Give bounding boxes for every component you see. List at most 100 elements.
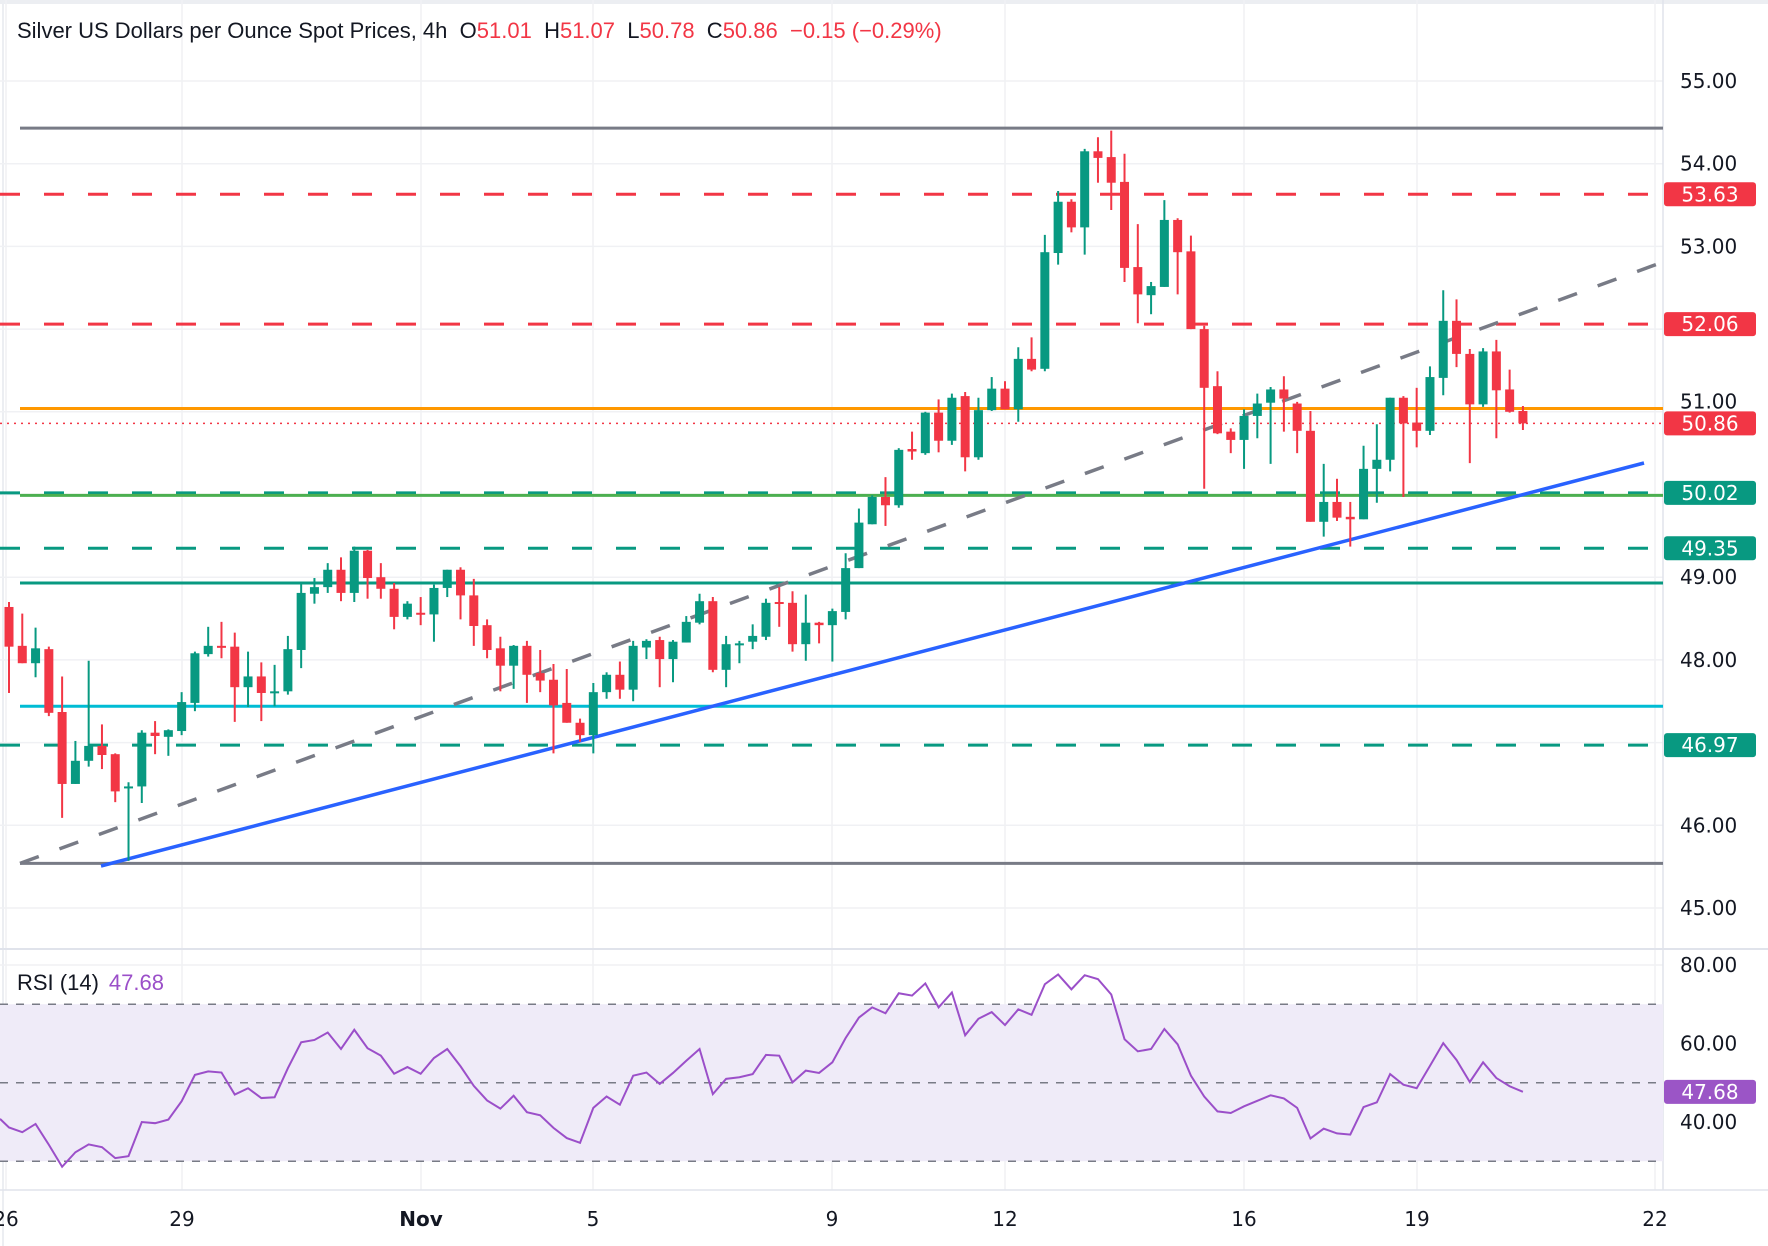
price-badge: 50.86 bbox=[1664, 411, 1756, 436]
candle-body bbox=[1226, 431, 1236, 440]
candle-body bbox=[216, 645, 226, 648]
candle bbox=[1505, 369, 1515, 413]
candle-body bbox=[70, 760, 80, 784]
candle bbox=[1478, 348, 1488, 407]
candle bbox=[1186, 235, 1196, 330]
price-axis-label: 54.00 bbox=[1680, 152, 1737, 176]
candle bbox=[1465, 348, 1475, 464]
time-axis-label: 16 bbox=[1231, 1207, 1256, 1231]
candle-body bbox=[535, 673, 545, 681]
open-label: O bbox=[459, 18, 477, 43]
candle bbox=[1491, 339, 1501, 439]
candles bbox=[4, 130, 1528, 861]
candle-body bbox=[575, 722, 585, 736]
candle-body bbox=[973, 410, 983, 458]
candle-body bbox=[894, 449, 904, 506]
candle bbox=[1279, 376, 1289, 432]
candle bbox=[920, 411, 930, 455]
chart-header: Silver US Dollars per Ounce Spot Prices,… bbox=[17, 18, 942, 44]
candle-body bbox=[708, 601, 718, 670]
candle bbox=[761, 598, 771, 641]
candle-body bbox=[1292, 403, 1302, 431]
candle-body bbox=[469, 595, 479, 626]
symbol-title[interactable]: Silver US Dollars per Ounce Spot Prices,… bbox=[17, 18, 448, 43]
candle-body bbox=[283, 649, 293, 692]
candle bbox=[535, 649, 545, 693]
candle-body bbox=[336, 569, 346, 593]
candle bbox=[615, 661, 625, 699]
candle-body bbox=[1146, 286, 1156, 296]
candle-body bbox=[1159, 219, 1169, 287]
time-axis-label: Nov bbox=[399, 1207, 443, 1231]
candle bbox=[469, 578, 479, 646]
candle-body bbox=[854, 522, 864, 569]
time-axis-label: 29 bbox=[169, 1207, 194, 1231]
candle-body bbox=[1000, 388, 1010, 410]
badge-bg bbox=[1664, 480, 1756, 505]
candle bbox=[309, 578, 319, 604]
candle bbox=[296, 582, 306, 669]
candle bbox=[1093, 137, 1103, 183]
trendlines[interactable] bbox=[19, 260, 1664, 868]
candle-body bbox=[867, 496, 877, 525]
candle-body bbox=[84, 745, 94, 761]
price-axis-label: 55.00 bbox=[1680, 69, 1737, 93]
candle bbox=[44, 646, 54, 717]
candle bbox=[416, 597, 426, 626]
candle bbox=[1133, 224, 1143, 324]
candle-body bbox=[1412, 422, 1422, 431]
candle-body bbox=[628, 645, 638, 690]
candle bbox=[748, 624, 758, 650]
time-axis-label: 22 bbox=[1642, 1207, 1667, 1231]
candle-body bbox=[1505, 389, 1515, 412]
candle-body bbox=[1080, 151, 1090, 228]
candle-body bbox=[934, 412, 944, 441]
candle-body bbox=[588, 692, 598, 736]
candle bbox=[575, 718, 585, 742]
candle bbox=[163, 729, 173, 756]
candle-body bbox=[761, 602, 771, 637]
candle-body bbox=[1438, 320, 1448, 378]
candle-body bbox=[1106, 157, 1116, 183]
candle bbox=[1053, 190, 1063, 265]
candle-body bbox=[190, 653, 200, 703]
candle bbox=[588, 683, 598, 754]
support-trendline[interactable] bbox=[100, 461, 1645, 868]
candle-body bbox=[1212, 386, 1222, 434]
candle-body bbox=[309, 587, 319, 594]
price-axis-label: 53.00 bbox=[1680, 234, 1737, 258]
candle-body bbox=[509, 645, 519, 666]
rsi-axis-label: 80.00 bbox=[1680, 953, 1737, 977]
candle-body bbox=[4, 606, 14, 647]
candle bbox=[84, 660, 94, 767]
horizontal-levels[interactable] bbox=[0, 126, 1663, 865]
candle-body bbox=[243, 676, 253, 688]
candle bbox=[934, 399, 944, 453]
candle-body bbox=[880, 496, 890, 506]
rsi-label[interactable]: RSI (14) bbox=[17, 970, 99, 995]
candle bbox=[668, 640, 678, 683]
rsi-value-badge: 47.68 bbox=[1664, 1079, 1756, 1104]
candle bbox=[495, 636, 505, 692]
candle-body bbox=[429, 587, 439, 615]
axes[interactable]: 55.00 54.00 53.00 51.00 49.00 48.00 46.00 45.00… bbox=[0, 69, 1737, 1231]
candle bbox=[243, 651, 253, 708]
candle-body bbox=[1332, 501, 1342, 518]
low-value: 50.78 bbox=[639, 18, 695, 43]
rsi-header: RSI (14) 47.68 bbox=[17, 970, 164, 996]
candle bbox=[788, 591, 798, 652]
candle-body bbox=[1266, 389, 1276, 403]
candle bbox=[1452, 299, 1462, 368]
candle bbox=[602, 672, 612, 699]
candle bbox=[1252, 393, 1262, 439]
candle bbox=[336, 557, 346, 602]
candle bbox=[57, 676, 67, 818]
close-value: 50.86 bbox=[722, 18, 778, 43]
badge-bg bbox=[1664, 536, 1756, 561]
candle bbox=[681, 616, 691, 643]
rsi-value: 47.68 bbox=[108, 970, 164, 995]
candle bbox=[150, 721, 160, 755]
candle-body bbox=[57, 712, 67, 784]
candle bbox=[124, 782, 134, 861]
